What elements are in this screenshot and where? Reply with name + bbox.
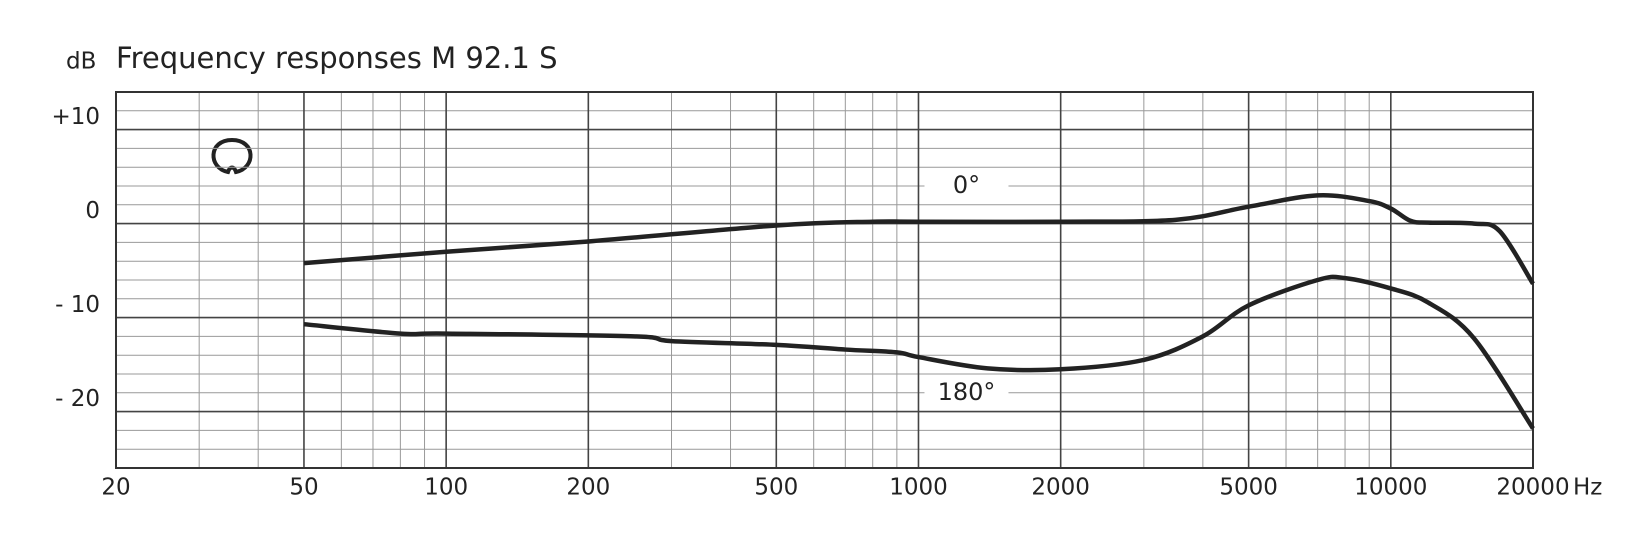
- x-tick-label: 5000: [1219, 475, 1278, 501]
- chart-title: Frequency responses M 92.1 S: [116, 41, 558, 75]
- y-tick-label: +10: [51, 104, 100, 130]
- x-tick-label: 200: [566, 475, 610, 501]
- series-label: 0°: [953, 171, 980, 199]
- y-tick-label: - 20: [55, 386, 100, 412]
- y-axis-label: dB: [66, 49, 96, 75]
- y-tick-label: 0: [85, 198, 100, 224]
- label-backdrop: [924, 170, 1009, 202]
- x-tick-label: 50: [289, 475, 318, 501]
- x-tick-label: 20: [101, 475, 130, 501]
- response-line: [303, 193, 1535, 285]
- series-label: 180°: [938, 378, 996, 406]
- label-backdrop: [924, 376, 1009, 409]
- x-tick-label: 100: [424, 475, 468, 501]
- y-tick-label: - 10: [55, 292, 100, 318]
- x-tick-label: 2000: [1031, 475, 1090, 501]
- response-line: [303, 274, 1535, 430]
- x-tick-label: 1000: [889, 475, 948, 501]
- x-tick-label: 20000: [1496, 475, 1569, 501]
- x-tick-label: 500: [754, 475, 798, 501]
- x-axis-label: Hz: [1573, 475, 1602, 501]
- x-tick-label: 10000: [1354, 475, 1427, 501]
